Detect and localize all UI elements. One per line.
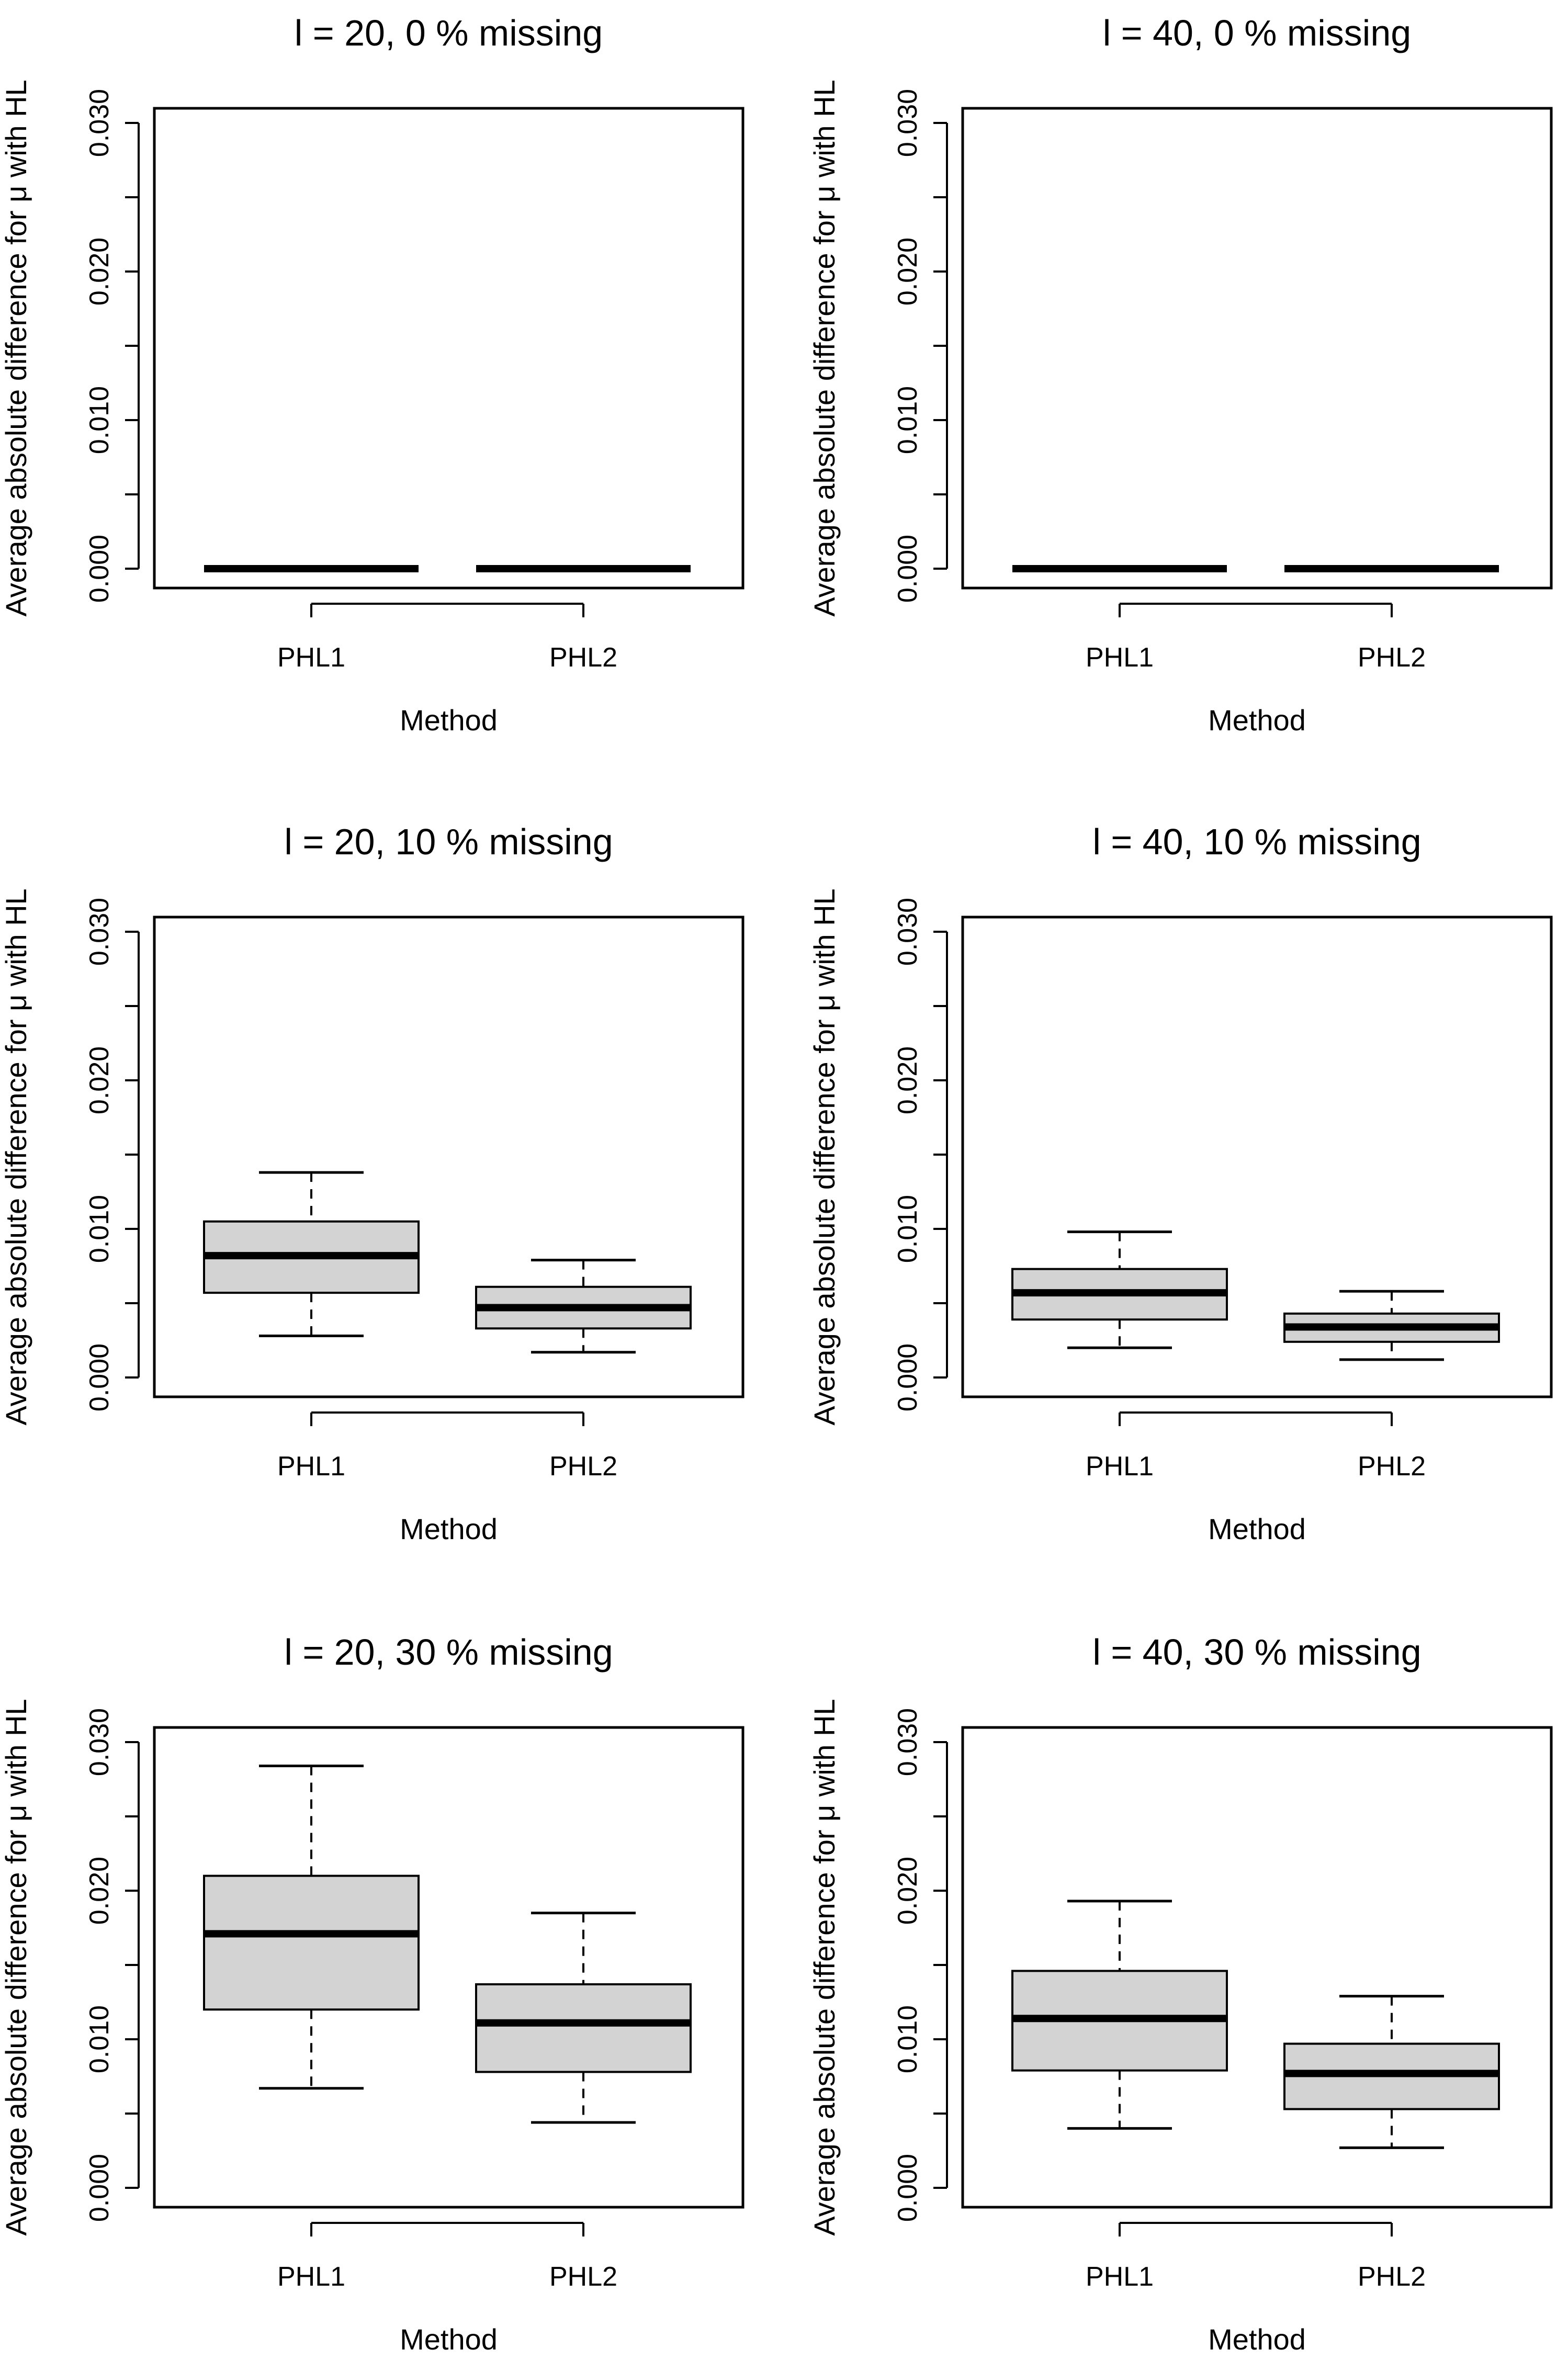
panel-3-phl1-x-tick-label: PHL1 (277, 1451, 345, 1482)
panel-2-y-tick-label-0: 0.000 (893, 535, 923, 603)
panel-5-y-tick-label-1: 0.010 (84, 2005, 115, 2073)
panel-5-phl1-box (203, 1874, 420, 2011)
panel-1-phl1-x-tick-label: PHL1 (277, 642, 345, 673)
panel-1-plot-frame (153, 107, 744, 590)
panel-3-y-tick-label-3: 0.030 (84, 898, 115, 966)
panel-5-phl1-x-tick-label: PHL1 (277, 2262, 345, 2292)
panel-5-x-axis-label: Method (400, 2323, 498, 2356)
panel-3-y-tick-label-0: 0.000 (84, 1343, 115, 1411)
panel-5-phl2-box (475, 1983, 692, 2073)
panel-3-plot-frame (153, 916, 744, 1398)
panel-5-phl2-x-tick-label: PHL2 (549, 2262, 617, 2292)
panel-5-title: l = 20, 30 % missing (284, 1632, 613, 1673)
panel-3-y-tick-label-2: 0.020 (84, 1046, 115, 1114)
panel-3-y-axis-label: Average absolute difference for μ with H… (0, 888, 32, 1425)
panel-4-y-tick-label-0: 0.000 (893, 1343, 923, 1411)
panel-5-y-tick-label-3: 0.030 (84, 1708, 115, 1776)
panel-2-y-tick-label-3: 0.030 (893, 89, 923, 157)
panel-2-phl2-x-tick-label: PHL2 (1358, 642, 1426, 673)
panel-3-y-tick-label-1: 0.010 (84, 1195, 115, 1263)
panel-4-plot-frame (961, 916, 1553, 1398)
panel-1-y-tick-label-1: 0.010 (84, 386, 115, 454)
panel-6-phl1-x-tick-label: PHL1 (1086, 2262, 1154, 2292)
panel-2-x-axis-label: Method (1208, 704, 1306, 737)
panel-5-y-tick-label-2: 0.020 (84, 1857, 115, 1925)
panel-1-y-tick-label-3: 0.030 (84, 89, 115, 157)
panel-1-y-tick-label-2: 0.020 (84, 238, 115, 306)
panel-2-phl1-x-tick-label: PHL1 (1086, 642, 1154, 673)
panel-3-x-axis-label: Method (400, 1512, 498, 1545)
panel-4-x-axis-label: Method (1208, 1512, 1306, 1545)
panel-1-y-tick-label-0: 0.000 (84, 535, 115, 603)
panel-3-phl2-x-tick-label: PHL2 (549, 1451, 617, 1482)
panel-6-y-tick-label-3: 0.030 (893, 1708, 923, 1776)
panel-1-title: l = 20, 0 % missing (295, 13, 603, 53)
panel-2-y-axis-label: Average absolute difference for μ with H… (808, 80, 841, 616)
panel-2-y-tick-label-2: 0.020 (893, 238, 923, 306)
panel-6-title: l = 40, 30 % missing (1092, 1632, 1421, 1673)
panel-1-y-axis-label: Average absolute difference for μ with H… (0, 80, 32, 616)
panel-2-y-tick-label-1: 0.010 (893, 386, 923, 454)
panel-3-title: l = 20, 10 % missing (284, 821, 613, 862)
panel-6-x-axis-label: Method (1208, 2323, 1306, 2356)
panel-4-y-axis-label: Average absolute difference for μ with H… (808, 888, 841, 1425)
panel-4-y-tick-label-2: 0.020 (893, 1046, 923, 1114)
panel-4-title: l = 40, 10 % missing (1092, 821, 1421, 862)
panel-2-title: l = 40, 0 % missing (1103, 13, 1411, 53)
panel-4-phl1-x-tick-label: PHL1 (1086, 1451, 1154, 1482)
panel-4-phl2-x-tick-label: PHL2 (1358, 1451, 1426, 1482)
panel-6-plot-frame (961, 1726, 1553, 2209)
panel-4-y-tick-label-3: 0.030 (893, 898, 923, 966)
panel-6-y-tick-label-2: 0.020 (893, 1857, 923, 1925)
panel-4-y-tick-label-1: 0.010 (893, 1195, 923, 1263)
panel-6-y-tick-label-1: 0.010 (893, 2005, 923, 2073)
panel-5-plot-frame (153, 1726, 744, 2209)
panel-1-phl2-x-tick-label: PHL2 (549, 642, 617, 673)
panel-2-plot-frame (961, 107, 1553, 590)
panel-1-x-axis-label: Method (400, 704, 498, 737)
panel-6-phl2-x-tick-label: PHL2 (1358, 2262, 1426, 2292)
panel-6-y-axis-label: Average absolute difference for μ with H… (808, 1699, 841, 2235)
panel-5-y-tick-label-0: 0.000 (84, 2154, 115, 2222)
panel-5-y-axis-label: Average absolute difference for μ with H… (0, 1699, 32, 2235)
panel-6-y-tick-label-0: 0.000 (893, 2154, 923, 2222)
